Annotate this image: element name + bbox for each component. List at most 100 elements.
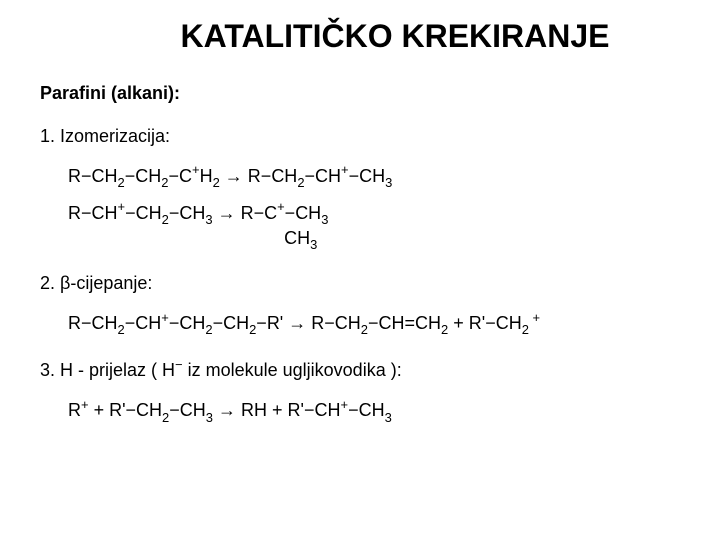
sup: + xyxy=(81,397,89,412)
txt: CH xyxy=(135,313,161,333)
txt: CH xyxy=(135,166,161,186)
dash: − xyxy=(285,203,296,223)
page-title: KATALITIČKO KREKIRANJE xyxy=(110,18,680,55)
dash: − xyxy=(304,400,315,420)
dash: − xyxy=(168,166,179,186)
dash: − xyxy=(349,166,360,186)
sub: 2 xyxy=(522,322,529,337)
dash: − xyxy=(81,313,92,333)
plus: + xyxy=(267,400,288,420)
dash: − xyxy=(256,313,267,333)
sub: 2 xyxy=(162,212,169,227)
dash: − xyxy=(125,203,136,223)
sub: 2 xyxy=(161,175,168,190)
txt: CH xyxy=(415,313,441,333)
txt: CH xyxy=(284,228,310,248)
dash: − xyxy=(125,166,136,186)
dash: − xyxy=(169,400,180,420)
txt: CH xyxy=(136,400,162,420)
txt: CH xyxy=(271,166,297,186)
txt: CH xyxy=(180,400,206,420)
dash: − xyxy=(213,313,224,333)
sub: 3 xyxy=(385,175,392,190)
txt: R xyxy=(68,166,81,186)
sub: 2 xyxy=(361,322,368,337)
txt: CH xyxy=(92,203,118,223)
dash: − xyxy=(305,166,316,186)
dash: − xyxy=(254,203,265,223)
txt: CH xyxy=(92,313,118,333)
item-2-label: 2. β-cijepanje: xyxy=(40,273,680,294)
dash: − xyxy=(261,166,272,186)
sup: + xyxy=(340,397,348,412)
sup: + xyxy=(277,199,285,214)
dash: − xyxy=(81,203,92,223)
dash: − xyxy=(348,400,359,420)
slide-page: KATALITIČKO KREKIRANJE Parafini (alkani)… xyxy=(0,0,720,540)
dash: − xyxy=(485,313,496,333)
sub: 2 xyxy=(118,175,125,190)
plus: + xyxy=(89,400,110,420)
arrow: → xyxy=(220,166,248,186)
txt: CH xyxy=(335,313,361,333)
dash: − xyxy=(169,203,180,223)
branch-ch3: CH3 xyxy=(284,228,317,252)
dash: − xyxy=(324,313,335,333)
txt: C xyxy=(264,203,277,223)
arrow: → xyxy=(283,313,311,333)
arrow: → xyxy=(213,203,241,223)
dash: − xyxy=(169,313,180,333)
txt: R' xyxy=(288,400,304,420)
sub: 2 xyxy=(249,322,256,337)
sub: 3 xyxy=(321,212,328,227)
sup: + xyxy=(192,162,200,177)
txt: 3. H - prijelaz ( H xyxy=(40,360,175,380)
reaction-1a: R−CH2−CH2−C+H2 → R−CH2−CH+−CH3 xyxy=(68,163,680,190)
txt: CH xyxy=(379,313,405,333)
spacer xyxy=(68,233,680,263)
txt: CH xyxy=(359,166,385,186)
sub: 2 xyxy=(162,410,169,425)
reaction-2: R−CH2−CH+−CH2−CH2−R' → R−CH2−CH=CH2 + R'… xyxy=(68,310,680,337)
txt: R' xyxy=(469,313,485,333)
txt: R xyxy=(311,313,324,333)
txt: CH xyxy=(223,313,249,333)
sub: 2 xyxy=(213,175,220,190)
txt: CH xyxy=(315,166,341,186)
sub: 3 xyxy=(310,237,317,252)
section-heading: Parafini (alkani): xyxy=(40,83,680,104)
item-1-label: 1. Izomerizacija: xyxy=(40,126,680,147)
txt: CH xyxy=(179,203,205,223)
sup: + xyxy=(161,310,169,325)
txt: R xyxy=(68,400,81,420)
plus: + xyxy=(448,313,469,333)
sup: − xyxy=(175,357,183,372)
item-3-label: 3. H - prijelaz ( H− iz molekule ugljiko… xyxy=(40,357,680,381)
txt: CH xyxy=(179,313,205,333)
sup: + xyxy=(529,310,540,325)
sup: + xyxy=(118,199,126,214)
reaction-1b: R−CH+−CH2−CH3 → R−C+−CH3CH3 xyxy=(68,200,680,263)
txt: RH xyxy=(241,400,267,420)
dash: − xyxy=(81,166,92,186)
txt: R' xyxy=(267,313,283,333)
txt: R xyxy=(241,203,254,223)
txt: R' xyxy=(109,400,125,420)
txt: H xyxy=(200,166,213,186)
txt: CH xyxy=(359,400,385,420)
sub: 3 xyxy=(385,410,392,425)
txt: iz molekule ugljikovodika ): xyxy=(183,360,402,380)
dash: − xyxy=(126,400,137,420)
txt: C xyxy=(179,166,192,186)
dash: − xyxy=(125,313,136,333)
txt: CH xyxy=(136,203,162,223)
txt: R xyxy=(68,203,81,223)
arrow: → xyxy=(213,400,241,420)
sub: 3 xyxy=(205,212,212,227)
sup: + xyxy=(341,162,349,177)
txt: CH xyxy=(496,313,522,333)
sub: 2 xyxy=(205,322,212,337)
branch-container: C+−CH3CH3 xyxy=(264,200,328,227)
sub: 2 xyxy=(441,322,448,337)
txt: CH xyxy=(295,203,321,223)
